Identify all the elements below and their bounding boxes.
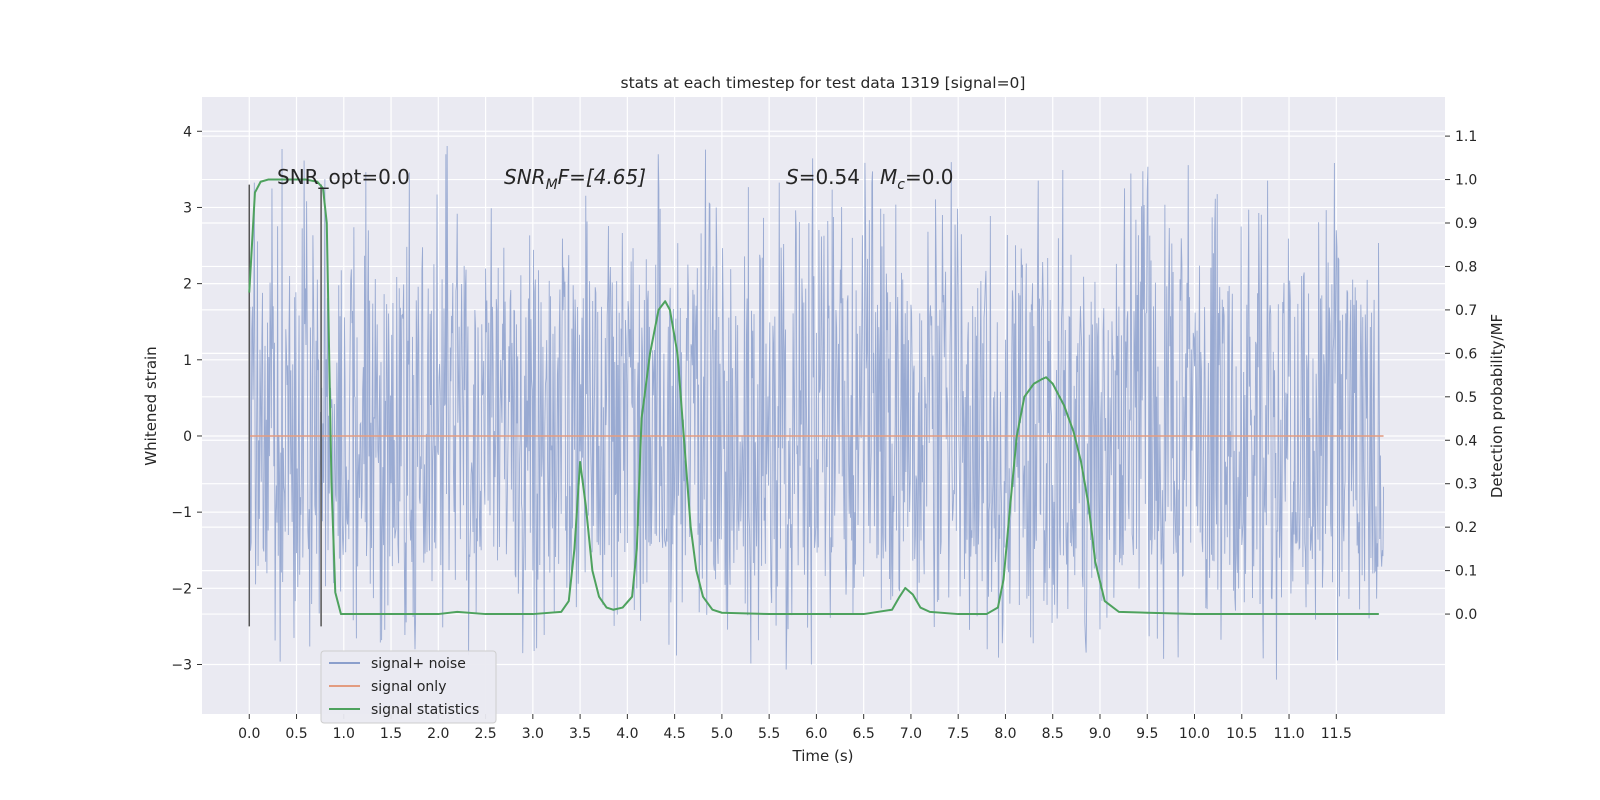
y2-tick-label: 0.4 — [1455, 433, 1477, 449]
annotation-s: S=0.54 — [786, 165, 860, 189]
signal-noise-line — [248, 146, 1385, 680]
x-tick-label: 10.0 — [1179, 726, 1210, 742]
y2-tick-label: 0.9 — [1455, 216, 1477, 232]
y2-tick-label: 0.2 — [1455, 520, 1477, 536]
y-tick-label: 4 — [183, 124, 192, 140]
x-tick-label: 6.0 — [805, 726, 827, 742]
y2-tick-label: 0.7 — [1455, 303, 1477, 319]
legend-box — [320, 650, 497, 724]
y-tick-label: 0 — [183, 429, 192, 445]
x-tick-label: 11.0 — [1273, 726, 1304, 742]
y2-tick-label: 0.5 — [1455, 390, 1477, 406]
annotation-mc-value: =0.0 — [905, 165, 954, 189]
annotation-mc: Mc=0.0 — [880, 165, 954, 193]
y2-tick-label: 0.1 — [1455, 564, 1477, 580]
x-tick-label: 3.0 — [522, 726, 544, 742]
x-tick-label: 9.5 — [1136, 726, 1158, 742]
x-tick-label: 8.0 — [994, 726, 1016, 742]
annotation-s-value: =0.54 — [799, 165, 860, 189]
legend-label-signal-statistics: signal statistics — [371, 702, 479, 718]
y2-tick-label: 1.1 — [1455, 129, 1477, 145]
annotation-mc-sub: c — [897, 177, 905, 193]
x-tick-label: 8.5 — [1042, 726, 1064, 742]
x-tick-label: 1.0 — [333, 726, 355, 742]
x-axis-label: Time (s) — [792, 747, 854, 765]
y2-axis-label: Detection probability/MF — [1488, 314, 1506, 498]
x-tick-label: 2.5 — [474, 726, 496, 742]
x-tick-label: 9.0 — [1089, 726, 1111, 742]
y-tick-label: −1 — [171, 505, 192, 521]
x-tick-label: 7.5 — [947, 726, 969, 742]
x-tick-label: 10.5 — [1226, 726, 1257, 742]
x-tick-label: 5.0 — [711, 726, 733, 742]
y-axis-label: Whitened strain — [142, 346, 160, 465]
annotation-snr-mf-sub: M — [546, 177, 558, 193]
annotation-snr-opt: SNR_opt=0.0 — [277, 165, 410, 189]
legend-label-signal-noise: signal+ noise — [371, 656, 466, 672]
y2-tick-label: 0.3 — [1455, 477, 1477, 493]
annotation-s-label: S — [786, 165, 799, 189]
x-axis-ticks: 0.0 0.5 1.0 1.5 2.0 2.5 3.0 3.5 4.0 4.5 5.0 5.5 6.0 6… — [238, 714, 1352, 742]
marker-lines — [248, 184, 322, 627]
x-tick-label: 7.0 — [900, 726, 922, 742]
y2-axis-ticks: 1.1 1.0 0.9 0.8 0.7 0.6 0.5 0.4 0.3 0.2 0.1 0.0 — [1445, 129, 1477, 623]
chart-title: stats at each timestep for test data 131… — [621, 74, 1026, 92]
y-axis-ticks: 4 3 2 1 0 −1 −2 −3 — [171, 124, 202, 673]
y-tick-label: 1 — [183, 353, 192, 369]
y-tick-label: 2 — [183, 277, 192, 293]
annotation-mc-base: M — [880, 165, 897, 189]
signal-statistics-line — [248, 178, 1379, 616]
x-tick-label: 1.5 — [380, 726, 402, 742]
x-tick-label: 4.0 — [616, 726, 638, 742]
x-tick-label: 0.0 — [238, 726, 260, 742]
annotation-snr-mf-base: SNR — [504, 165, 546, 189]
x-tick-label: 3.5 — [569, 726, 591, 742]
x-tick-label: 0.5 — [285, 726, 307, 742]
y2-tick-label: 0.0 — [1455, 607, 1477, 623]
signal-noise-series — [248, 146, 1385, 680]
x-tick-label: 4.5 — [663, 726, 685, 742]
annotation-snr-mf: SNRMF=[4.65] — [504, 165, 646, 193]
annotation-snr-mf-rest: F=[4.65] — [558, 165, 646, 189]
y-tick-label: 3 — [183, 200, 192, 216]
legend-label-signal-only: signal only — [371, 679, 446, 695]
signal-statistics-series — [248, 178, 1379, 616]
x-tick-label: 11.5 — [1321, 726, 1352, 742]
x-tick-label: 2.0 — [427, 726, 449, 742]
legend: signal+ noise signal only signal statist… — [320, 650, 497, 724]
x-tick-label: 6.5 — [853, 726, 875, 742]
y2-tick-label: 1.0 — [1455, 173, 1477, 189]
y2-tick-label: 0.8 — [1455, 259, 1477, 275]
x-tick-label: 5.5 — [758, 726, 780, 742]
y-tick-label: −2 — [171, 581, 192, 597]
y2-tick-label: 0.6 — [1455, 346, 1477, 362]
y-tick-label: −3 — [171, 657, 192, 673]
